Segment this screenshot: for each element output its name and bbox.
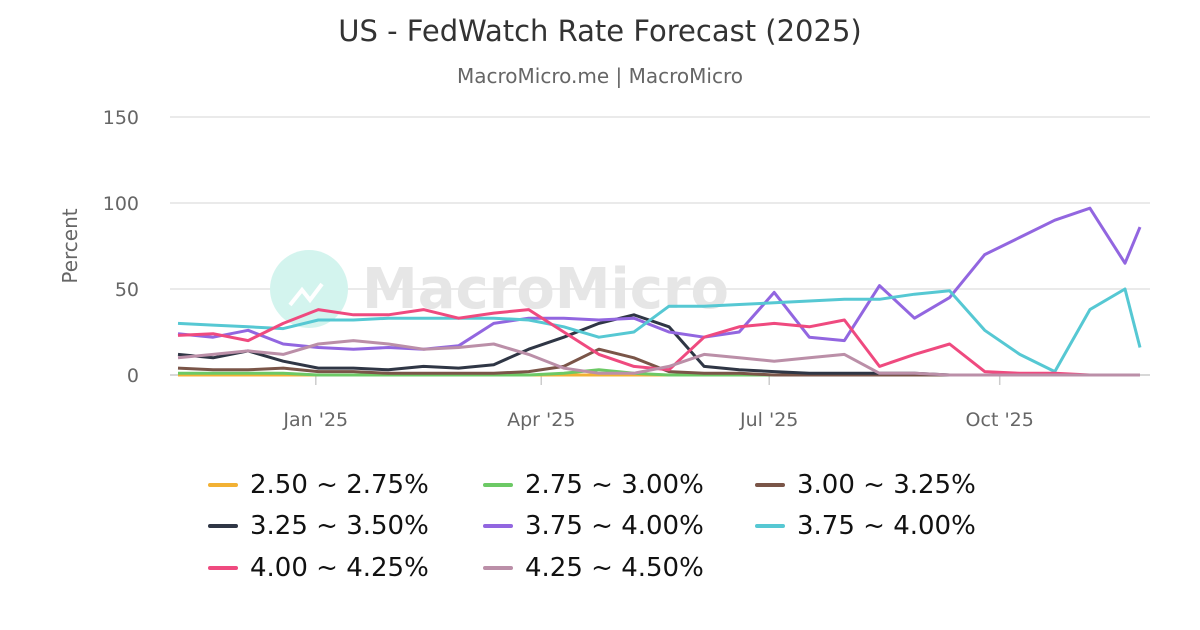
legend-swatch <box>755 524 785 528</box>
legend-item[interactable]: 4.00 ~ 4.25% <box>208 553 429 583</box>
legend-swatch <box>208 566 238 570</box>
legend-label: 3.75 ~ 4.00% <box>525 511 704 541</box>
series-line-5 <box>177 287 1142 374</box>
legend-label: 4.00 ~ 4.25% <box>250 553 429 583</box>
legend-swatch <box>483 524 513 528</box>
legend-swatch <box>483 483 513 487</box>
legend-item[interactable]: 3.25 ~ 3.50% <box>208 511 429 541</box>
series-line-7 <box>177 339 1140 377</box>
chart-title: US - FedWatch Rate Forecast (2025) <box>338 14 862 48</box>
y-tick-label: 0 <box>127 365 139 387</box>
x-tick-label: Oct '25 <box>966 409 1034 431</box>
legend-label: 3.25 ~ 3.50% <box>250 511 429 541</box>
legend-item[interactable]: 2.50 ~ 2.75% <box>208 470 429 500</box>
x-tick-label: Jul '25 <box>739 409 798 431</box>
x-tick-label: Apr '25 <box>507 409 575 431</box>
x-tick-label: Jan '25 <box>282 409 348 431</box>
legend-label: 3.75 ~ 4.00% <box>797 511 976 541</box>
watermark: MacroMicro <box>362 257 729 322</box>
legend-swatch <box>208 483 238 487</box>
legend-label: 2.50 ~ 2.75% <box>250 470 429 500</box>
y-tick-label: 150 <box>103 107 139 129</box>
legend-swatch <box>755 483 785 487</box>
watermark-logo-icon <box>270 250 348 328</box>
series-line-4 <box>177 206 1142 351</box>
legend-item[interactable]: 3.75 ~ 4.00% <box>755 511 976 541</box>
legend-label: 4.25 ~ 4.50% <box>525 553 704 583</box>
chart-subtitle: MacroMicro.me | MacroMicro <box>457 64 743 88</box>
legend-label: 2.75 ~ 3.00% <box>525 470 704 500</box>
legend-swatch <box>208 524 238 528</box>
legend-item[interactable]: 3.75 ~ 4.00% <box>483 511 704 541</box>
legend-label: 3.00 ~ 3.25% <box>797 470 976 500</box>
legend-item[interactable]: 3.00 ~ 3.25% <box>755 470 976 500</box>
legend-item[interactable]: 4.25 ~ 4.50% <box>483 553 704 583</box>
series-line-6 <box>177 308 1140 377</box>
legend-swatch <box>483 566 513 570</box>
y-tick-label: 50 <box>115 279 139 301</box>
legend-item[interactable]: 2.75 ~ 3.00% <box>483 470 704 500</box>
watermark-logo-icon <box>288 282 324 307</box>
y-tick-label: 100 <box>103 193 139 215</box>
y-axis-label: Percent <box>58 208 82 283</box>
